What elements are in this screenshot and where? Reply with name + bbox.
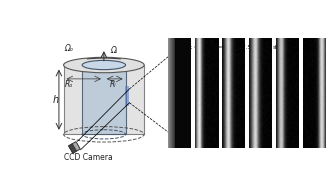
Text: Rₒ: Rₒ	[65, 80, 73, 89]
Text: t = 60 s: t = 60 s	[275, 45, 296, 50]
Text: t = 0s: t = 0s	[173, 45, 189, 50]
Text: t = 25 s: t = 25 s	[254, 45, 276, 50]
Ellipse shape	[82, 60, 126, 70]
Text: t = 5 s: t = 5 s	[214, 45, 232, 50]
Polygon shape	[64, 65, 144, 134]
Polygon shape	[69, 144, 77, 153]
Ellipse shape	[64, 57, 144, 73]
Text: h: h	[53, 95, 59, 105]
Text: t = 7.5 s: t = 7.5 s	[232, 45, 256, 50]
Polygon shape	[125, 86, 129, 106]
Text: t = 0.1 s: t = 0.1 s	[190, 45, 214, 50]
Text: Ωₒ: Ωₒ	[64, 44, 73, 53]
Text: Rᵢ: Rᵢ	[110, 80, 117, 89]
Polygon shape	[82, 65, 126, 134]
Text: CCD Camera: CCD Camera	[64, 153, 112, 162]
Polygon shape	[69, 142, 80, 153]
Text: Ωᵢ: Ωᵢ	[110, 46, 117, 55]
